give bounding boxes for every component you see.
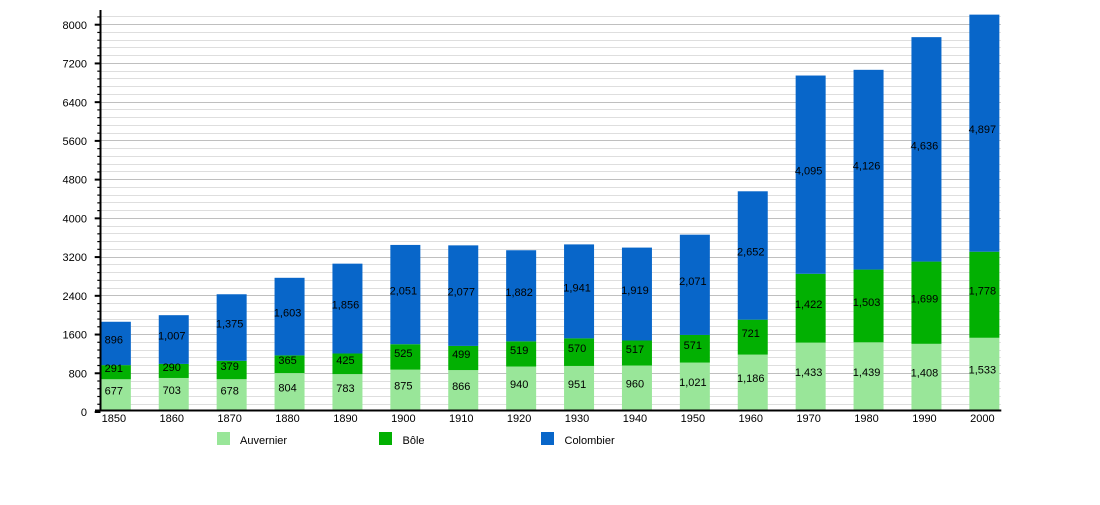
svg-text:8000: 8000 (63, 20, 87, 32)
svg-text:1870: 1870 (217, 413, 241, 425)
svg-text:425: 425 (336, 355, 354, 367)
svg-text:1910: 1910 (449, 413, 473, 425)
svg-text:1940: 1940 (623, 413, 647, 425)
svg-text:1860: 1860 (160, 413, 184, 425)
svg-text:1850: 1850 (102, 413, 126, 425)
svg-text:2,077: 2,077 (447, 287, 475, 299)
svg-text:678: 678 (220, 385, 238, 397)
svg-text:960: 960 (626, 379, 644, 391)
svg-text:1970: 1970 (796, 413, 820, 425)
svg-text:290: 290 (163, 362, 181, 374)
svg-text:1,433: 1,433 (795, 367, 823, 379)
svg-text:1,778: 1,778 (969, 286, 997, 298)
svg-text:1930: 1930 (565, 413, 589, 425)
svg-text:1880: 1880 (275, 413, 299, 425)
svg-text:1,533: 1,533 (969, 365, 997, 377)
svg-text:519: 519 (510, 345, 528, 357)
svg-text:3200: 3200 (63, 252, 87, 264)
svg-text:1,375: 1,375 (216, 319, 244, 331)
svg-text:677: 677 (105, 385, 123, 397)
svg-text:379: 379 (220, 361, 238, 373)
svg-text:2,071: 2,071 (679, 276, 707, 288)
svg-text:1990: 1990 (912, 413, 936, 425)
svg-text:Auvernier: Auvernier (240, 435, 287, 447)
svg-text:5600: 5600 (63, 136, 87, 148)
svg-text:1920: 1920 (507, 413, 531, 425)
svg-text:4,095: 4,095 (795, 166, 823, 178)
svg-text:1,919: 1,919 (621, 285, 649, 297)
svg-text:1960: 1960 (739, 413, 763, 425)
svg-text:525: 525 (394, 348, 412, 360)
svg-text:940: 940 (510, 379, 528, 391)
svg-text:703: 703 (163, 385, 181, 397)
svg-text:1,422: 1,422 (795, 299, 823, 311)
svg-text:7200: 7200 (63, 59, 87, 71)
svg-text:1980: 1980 (854, 413, 878, 425)
svg-text:517: 517 (626, 344, 644, 356)
svg-text:866: 866 (452, 381, 470, 393)
svg-text:1,021: 1,021 (679, 377, 707, 389)
svg-text:1,439: 1,439 (853, 367, 881, 379)
svg-text:Colombier: Colombier (565, 435, 615, 447)
svg-text:1950: 1950 (681, 413, 705, 425)
svg-text:1,699: 1,699 (911, 294, 939, 306)
svg-text:1,007: 1,007 (158, 331, 186, 343)
svg-text:1,603: 1,603 (274, 308, 302, 320)
svg-text:4000: 4000 (63, 213, 87, 225)
svg-text:2000: 2000 (970, 413, 994, 425)
svg-text:570: 570 (568, 343, 586, 355)
svg-text:2,051: 2,051 (390, 286, 418, 298)
svg-text:1600: 1600 (63, 330, 87, 342)
svg-text:1890: 1890 (333, 413, 357, 425)
svg-text:1900: 1900 (391, 413, 415, 425)
svg-text:1,882: 1,882 (505, 287, 533, 299)
svg-text:4,126: 4,126 (853, 161, 881, 173)
svg-text:875: 875 (394, 381, 412, 393)
svg-text:1,941: 1,941 (563, 282, 591, 294)
svg-text:896: 896 (105, 334, 123, 346)
svg-text:800: 800 (69, 368, 87, 380)
svg-text:Bôle: Bôle (403, 435, 425, 447)
svg-text:571: 571 (684, 340, 702, 352)
svg-text:499: 499 (452, 349, 470, 361)
svg-text:291: 291 (105, 363, 123, 375)
svg-text:6400: 6400 (63, 97, 87, 109)
svg-text:951: 951 (568, 379, 586, 391)
svg-text:1,186: 1,186 (737, 373, 765, 385)
svg-text:0: 0 (81, 407, 87, 419)
svg-text:365: 365 (278, 355, 296, 367)
svg-text:1,503: 1,503 (853, 297, 881, 309)
svg-text:1,408: 1,408 (911, 368, 939, 380)
svg-text:804: 804 (278, 382, 296, 394)
svg-text:721: 721 (742, 328, 760, 340)
svg-text:2400: 2400 (63, 291, 87, 303)
svg-text:1,856: 1,856 (332, 300, 360, 312)
svg-text:4,636: 4,636 (911, 140, 939, 152)
svg-text:783: 783 (336, 383, 354, 395)
svg-text:2,652: 2,652 (737, 246, 765, 258)
svg-text:4800: 4800 (63, 175, 87, 187)
svg-text:4,897: 4,897 (969, 124, 997, 136)
